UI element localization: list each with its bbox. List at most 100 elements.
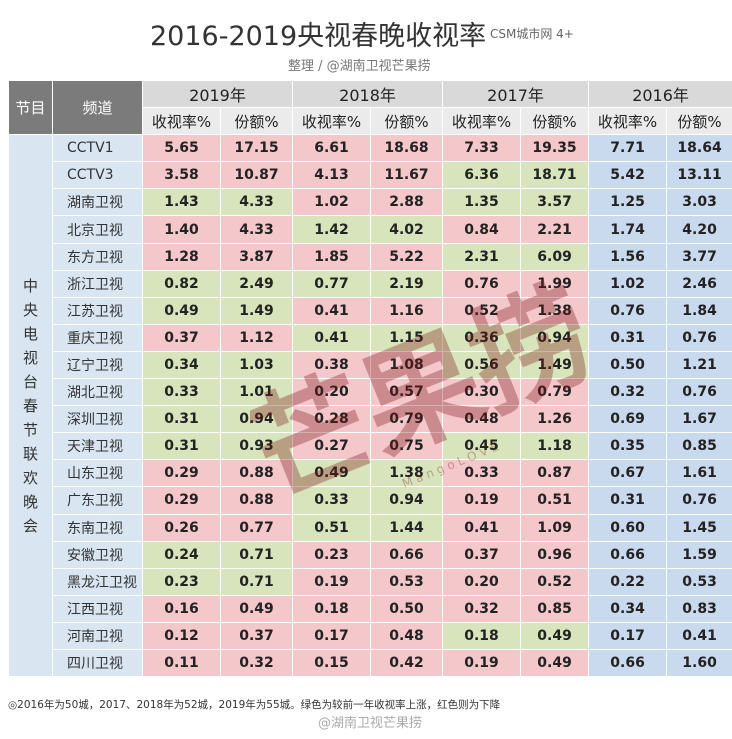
table-row: 湖北卫视 0.33 1.01 0.20 0.57 0.30 0.79 0.32 0.76 — [9, 378, 732, 407]
share-value: 0.76 — [666, 323, 732, 352]
share-value: 1.84 — [666, 296, 732, 325]
share-value: 1.16 — [370, 296, 444, 325]
rating-value: 0.38 — [292, 350, 372, 380]
table-row: 东方卫视 1.28 3.87 1.85 5.22 2.31 6.09 1.56 3.77 — [9, 242, 732, 271]
rating-value: 1.56 — [588, 242, 668, 271]
table-row: CCTV3 3.58 10.87 4.13 11.67 6.36 18.71 5.42 13.1… — [9, 161, 732, 190]
rating-value: 0.20 — [442, 567, 522, 596]
rating-value: 0.19 — [442, 486, 522, 515]
table-row: 浙江卫视 0.82 2.49 0.77 2.19 0.76 1.99 1.02 2.46 — [9, 269, 732, 298]
share-value: 0.66 — [370, 540, 444, 569]
rating-value: 0.32 — [442, 594, 522, 623]
share-value: 1.21 — [666, 350, 732, 380]
share-value: 0.42 — [370, 648, 444, 678]
share-value: 0.85 — [666, 432, 732, 461]
channel-name: 广东卫视 — [52, 486, 143, 515]
rating-value: 1.74 — [588, 215, 668, 244]
rating-header: 收视率% — [588, 107, 668, 136]
share-value: 4.02 — [370, 215, 444, 244]
share-value: 0.50 — [370, 594, 444, 623]
rating-value: 5.42 — [588, 161, 668, 190]
share-value: 11.67 — [370, 161, 444, 190]
rating-value: 0.15 — [292, 648, 372, 678]
title-area: 2016-2019央视春晚收视率 CSM城市网 4+ 整理 / @湖南卫视芒果捞 — [0, 0, 732, 80]
table-row: 江西卫视 0.16 0.49 0.18 0.50 0.32 0.85 0.34 0.83 — [9, 594, 732, 623]
share-value: 2.88 — [370, 188, 444, 217]
share-value: 0.32 — [219, 648, 294, 678]
channel-name: 东南卫视 — [52, 513, 143, 542]
rating-value: 0.29 — [142, 459, 221, 488]
table-row: 深圳卫视 0.31 0.94 0.28 0.79 0.48 1.26 0.69 1.67 — [9, 405, 732, 434]
credit-label: 整理 / @湖南卫视芒果捞 — [288, 59, 431, 74]
share-value: 0.49 — [520, 621, 590, 650]
share-value: 1.26 — [520, 405, 590, 434]
share-header: 份额% — [520, 107, 590, 136]
channel-name: 山东卫视 — [52, 459, 143, 488]
ratings-table-wrapper: 节目 频道 2019年 2018年 2017年 2016年 收视率% 份额% 收… — [8, 79, 732, 678]
rating-value: 5.65 — [142, 134, 221, 163]
table-body: 中央电视台春节联欢晚会 CCTV1 5.65 17.15 6.61 18.68 7.33 19… — [8, 134, 732, 678]
rating-value: 0.45 — [442, 432, 522, 461]
channel-name: 重庆卫视 — [52, 323, 143, 352]
rating-value: 1.25 — [588, 188, 668, 217]
table-row: 东南卫视 0.26 0.77 0.51 1.44 0.41 1.09 0.60 1.45 — [9, 513, 732, 542]
table-row: 湖南卫视 1.43 4.33 1.02 2.88 1.35 3.57 1.25 3.03 — [9, 188, 732, 217]
share-value: 0.94 — [520, 323, 590, 352]
share-value: 0.71 — [219, 567, 294, 596]
footnote: ◎2016年为50城，2017、2018年为52城，2019年为55城。绿色为较… — [8, 699, 501, 711]
share-value: 1.15 — [370, 323, 444, 352]
share-value: 1.67 — [666, 405, 732, 434]
rating-value: 0.28 — [292, 405, 372, 434]
rating-value: 0.19 — [442, 648, 522, 678]
rating-value: 0.29 — [142, 486, 221, 515]
share-value: 1.60 — [666, 648, 732, 678]
page-title: 2016-2019央视春晚收视率 — [150, 21, 487, 52]
share-value: 0.49 — [219, 594, 294, 623]
share-value: 0.88 — [219, 459, 294, 488]
rating-value: 0.27 — [292, 432, 372, 461]
rating-value: 1.43 — [142, 188, 221, 217]
share-value: 1.03 — [219, 350, 294, 380]
table-row: 四川卫视 0.11 0.32 0.15 0.42 0.19 0.49 0.66 1.60 — [9, 648, 732, 678]
share-header: 份额% — [666, 107, 732, 136]
rating-value: 3.58 — [142, 161, 221, 190]
channel-name: 天津卫视 — [52, 432, 143, 461]
share-value: 1.08 — [370, 350, 444, 380]
rating-value: 0.11 — [142, 648, 221, 678]
rating-value: 6.61 — [292, 134, 372, 163]
rating-value: 0.31 — [142, 405, 221, 434]
channel-name: 北京卫视 — [52, 215, 143, 244]
share-value: 0.79 — [520, 378, 590, 407]
share-value: 0.96 — [520, 540, 590, 569]
channel-name: 深圳卫视 — [52, 405, 143, 434]
share-value: 3.77 — [666, 242, 732, 271]
rating-value: 7.33 — [442, 134, 522, 163]
share-value: 0.53 — [666, 567, 732, 596]
rating-header: 收视率% — [142, 107, 221, 136]
share-value: 0.37 — [219, 621, 294, 650]
share-value: 4.33 — [219, 188, 294, 217]
rating-value: 1.02 — [588, 269, 668, 298]
table-row: 天津卫视 0.31 0.93 0.27 0.75 0.45 1.18 0.35 0.85 — [9, 432, 732, 461]
channel-name: 江苏卫视 — [52, 296, 143, 325]
year-header-2019: 2019年 — [141, 79, 294, 109]
watermark-handle: @湖南卫视芒果捞 — [318, 716, 423, 731]
share-value: 2.21 — [520, 215, 590, 244]
table-row: 北京卫视 1.40 4.33 1.42 4.02 0.84 2.21 1.74 4.20 — [9, 215, 732, 244]
rating-value: 0.76 — [588, 296, 668, 325]
share-value: 0.49 — [520, 648, 590, 678]
share-value: 4.20 — [666, 215, 732, 244]
table-row: 河南卫视 0.12 0.37 0.17 0.48 0.18 0.49 0.17 0.41 — [9, 621, 732, 650]
rating-value: 0.31 — [142, 432, 221, 461]
rating-value: 0.49 — [142, 296, 221, 325]
header-row-years: 节目 频道 2019年 2018年 2017年 2016年 — [8, 79, 732, 136]
rating-value: 0.51 — [292, 513, 372, 542]
channel-name: 辽宁卫视 — [52, 350, 143, 380]
channel-name: 浙江卫视 — [52, 269, 143, 298]
rating-value: 0.32 — [588, 378, 668, 407]
share-value: 17.15 — [219, 134, 294, 163]
share-value: 3.03 — [666, 188, 732, 217]
rating-value: 0.33 — [142, 378, 221, 407]
ratings-table: 节目 频道 2019年 2018年 2017年 2016年 收视率% 份额% 收… — [8, 79, 732, 678]
rating-value: 0.66 — [588, 648, 668, 678]
